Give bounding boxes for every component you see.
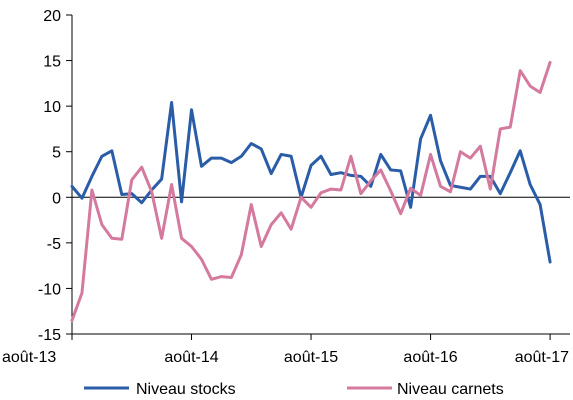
series-line-stocks xyxy=(70,101,552,264)
y-tick-label: 20 xyxy=(43,8,61,25)
legend-label: Niveau carnets xyxy=(397,381,504,398)
x-axis-tick-labels: août-13 août-14 août-15 août-16 août-17 xyxy=(2,349,569,366)
x-tick-label: août-14 xyxy=(164,349,218,366)
y-tick-label: 5 xyxy=(52,145,61,162)
legend: Niveau stocks Niveau carnets xyxy=(84,381,504,398)
x-tick-label: août-16 xyxy=(403,349,457,366)
series-line-carnets xyxy=(70,60,552,322)
x-tick-label: août-15 xyxy=(284,349,338,366)
y-tick-label: 15 xyxy=(43,54,61,71)
y-tick-label: -15 xyxy=(38,327,61,344)
y-tick-label: -10 xyxy=(38,281,61,298)
y-axis-tick-labels: 20 15 10 5 0 -5 -10 -15 xyxy=(38,8,61,344)
y-tick-label: -5 xyxy=(47,236,61,253)
legend-label: Niveau stocks xyxy=(136,381,236,398)
x-tick-label: août-13 xyxy=(2,349,56,366)
x-tick-label: août-17 xyxy=(515,349,569,366)
y-tick-label: 0 xyxy=(52,190,61,207)
axes xyxy=(66,14,570,340)
y-tick-label: 10 xyxy=(43,99,61,116)
series-layer xyxy=(70,60,552,322)
